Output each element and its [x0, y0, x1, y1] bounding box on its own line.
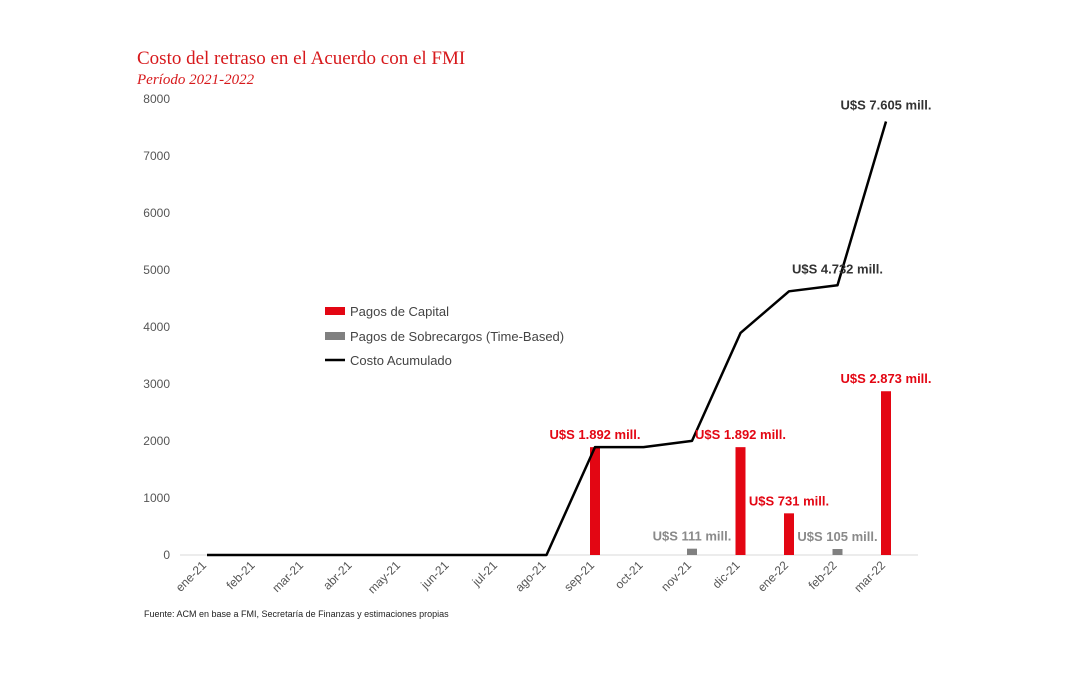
- y-tick-label: 8000: [143, 92, 170, 106]
- series-line-costo-acumulado: [207, 121, 888, 557]
- chart-subtitle: Período 2021-2022: [137, 72, 255, 88]
- x-tick-label: jul-21: [469, 558, 501, 590]
- data-label: U$S 105 mill.: [797, 529, 877, 544]
- data-labels: U$S 1.892 mill. U$S 1.892 mill. U$S 731 mi…: [549, 98, 931, 545]
- y-axis-ticks: 0 1000 2000 3000 4000 5000 6000 7000 8000: [143, 92, 170, 562]
- bars-group: [590, 391, 891, 555]
- x-tick-label: dic-21: [710, 558, 743, 591]
- legend-label-capital: Pagos de Capital: [350, 304, 449, 319]
- x-tick-label: mar-22: [851, 558, 888, 595]
- bar-capital: [784, 513, 794, 555]
- legend-swatch-capital: [325, 307, 345, 315]
- x-tick-label: sep-21: [561, 558, 597, 594]
- chart-title: Costo del retraso en el Acuerdo con el F…: [137, 48, 466, 69]
- y-tick-label: 0: [163, 548, 170, 562]
- legend-label-sobrecargos: Pagos de Sobrecargos (Time-Based): [350, 329, 564, 344]
- x-tick-label: oct-21: [612, 558, 646, 592]
- bar-sobrecargos: [832, 549, 843, 555]
- y-tick-label: 6000: [143, 206, 170, 220]
- x-tick-label: feb-22: [806, 558, 840, 592]
- y-tick-label: 1000: [143, 491, 170, 505]
- x-tick-label: jun-21: [417, 558, 451, 592]
- data-label: U$S 731 mill.: [749, 493, 829, 508]
- x-tick-label: may-21: [365, 558, 403, 596]
- x-tick-label: mar-21: [269, 558, 306, 595]
- bar-capital: [881, 391, 891, 555]
- x-tick-label: feb-21: [224, 558, 258, 592]
- x-tick-label: ene-21: [173, 558, 210, 595]
- data-label: U$S 111 mill.: [653, 529, 732, 544]
- legend-label-acumulado: Costo Acumulado: [350, 353, 452, 368]
- bar-sobrecargos: [687, 548, 697, 555]
- x-tick-label: ene-22: [755, 558, 792, 595]
- x-tick-label: abr-21: [320, 558, 355, 593]
- data-label: U$S 1.892 mill.: [549, 427, 640, 442]
- data-label: U$S 1.892 mill.: [695, 427, 786, 442]
- x-axis-ticks: ene-21 feb-21 mar-21 abr-21 may-21 jun-21 jul-…: [173, 558, 889, 596]
- x-tick-label: nov-21: [658, 558, 694, 594]
- y-tick-label: 5000: [143, 263, 170, 277]
- bar-capital: [590, 447, 600, 555]
- y-tick-label: 3000: [143, 377, 170, 391]
- data-label: U$S 7.605 mill.: [840, 98, 931, 113]
- y-tick-label: 7000: [143, 149, 170, 163]
- x-tick-label: ago-21: [512, 558, 549, 595]
- legend: Pagos de Capital Pagos de Sobrecargos (T…: [325, 304, 564, 368]
- data-label: U$S 2.873 mill.: [840, 371, 931, 386]
- y-tick-label: 2000: [143, 434, 170, 448]
- bar-capital: [735, 447, 746, 555]
- y-tick-label: 4000: [143, 320, 170, 334]
- data-label: U$S 4.732 mill.: [792, 261, 883, 276]
- legend-swatch-sobrecargos: [325, 332, 345, 340]
- source-note: Fuente: ACM en base a FMI, Secretaría de…: [144, 609, 449, 619]
